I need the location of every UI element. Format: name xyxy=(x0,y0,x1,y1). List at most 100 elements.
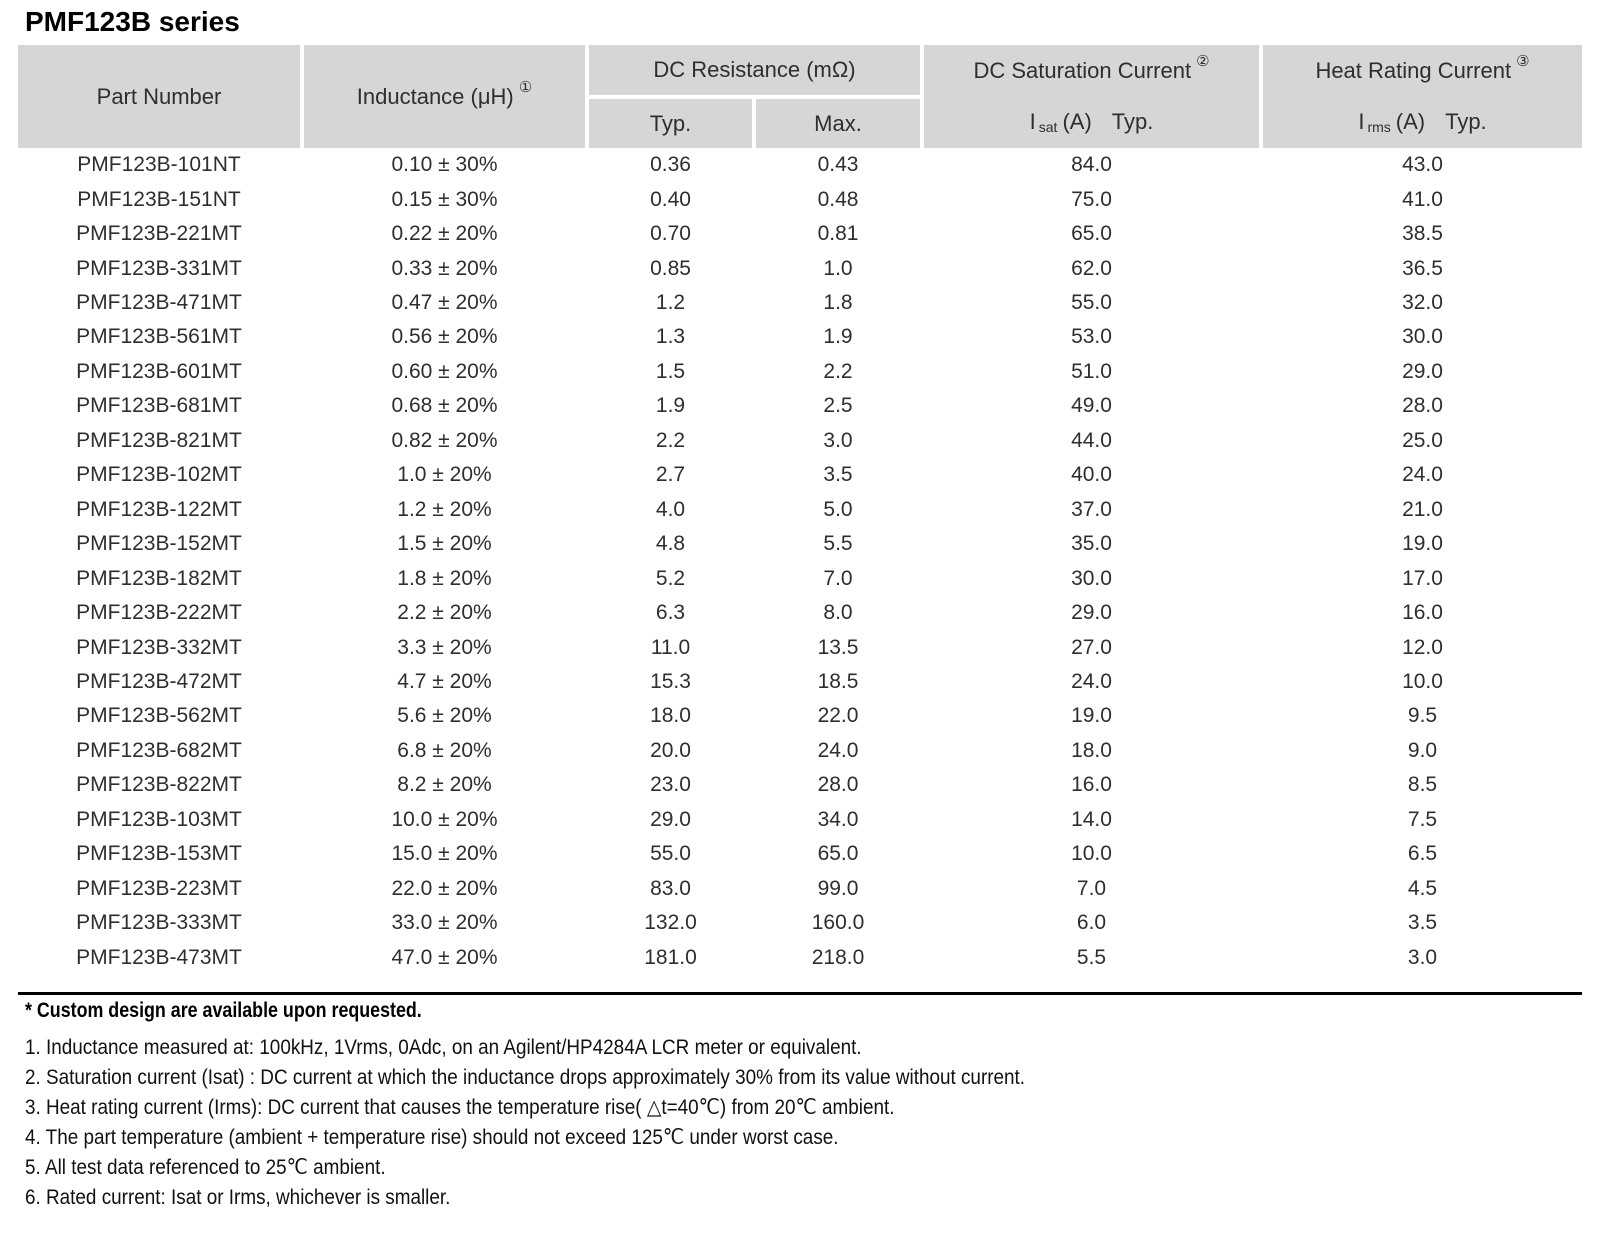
table-row: PMF123B-822MT 8.2 ± 20% 23.0 28.0 16.0 8.5 xyxy=(18,768,1582,802)
header-heat-rating-current: Heat Rating Current ③ I rms (A) Typ. xyxy=(1263,45,1582,148)
table-cell: 9.5 xyxy=(1407,704,1438,728)
header-inductance-label: Inductance (μH) xyxy=(356,83,514,109)
table-cell: 4.7 ± 20% xyxy=(397,670,492,694)
header-part-number-label: Part Number xyxy=(96,83,222,109)
table-cell: 8.0 xyxy=(823,601,853,625)
table-cell: 3.5 xyxy=(823,463,853,487)
table-cell: 5.5 xyxy=(823,532,853,556)
table-cell: 13.5 xyxy=(817,635,859,659)
table-cell: PMF123B-681MT xyxy=(76,394,242,418)
table-cell: 75.0 xyxy=(1071,187,1112,211)
table-cell: 30.0 xyxy=(1402,325,1443,349)
table-cell: 34.0 xyxy=(817,807,859,831)
table-cell: 49.0 xyxy=(1071,394,1112,418)
table-cell: 41.0 xyxy=(1402,187,1443,211)
table-cell: 36.5 xyxy=(1402,256,1443,280)
table-cell: 2.5 xyxy=(823,394,853,418)
table-cell: 18.0 xyxy=(650,704,691,728)
header-dc-resistance-label: DC Resistance (mΩ) xyxy=(653,57,856,82)
table-cell: 1.8 xyxy=(823,291,853,315)
table-cell: 3.3 ± 20% xyxy=(397,635,492,659)
header-heat-rating-title: Heat Rating Current ③ xyxy=(1315,54,1529,84)
table-cell: 10.0 ± 20% xyxy=(391,807,498,831)
table-cell: 55.0 xyxy=(1071,291,1112,315)
header-isat-subtitle: I sat (A) Typ. xyxy=(1030,109,1154,135)
table-cell: 7.0 xyxy=(1076,876,1107,900)
table-cell: 51.0 xyxy=(1071,359,1112,383)
table-cell: 19.0 xyxy=(1402,532,1443,556)
header-dc-resistance-typ: Typ. xyxy=(589,99,752,148)
table-cell: 47.0 ± 20% xyxy=(391,945,498,969)
divider-rule xyxy=(18,991,1582,995)
table-cell: PMF123B-331MT xyxy=(76,256,242,280)
table-cell: 55.0 xyxy=(650,842,691,866)
table-cell: 181.0 xyxy=(644,945,697,969)
table-cell: 0.36 xyxy=(650,153,691,177)
table-row: PMF123B-223MT 22.0 ± 20% 83.0 99.0 7.0 4.5 xyxy=(18,872,1582,906)
table-cell: 28.0 xyxy=(1402,394,1443,418)
table-cell: 29.0 xyxy=(1071,601,1112,625)
footnote-ref-3-icon: ③ xyxy=(1516,53,1530,71)
table-cell: 62.0 xyxy=(1071,256,1112,280)
irms-typ-label: Typ. xyxy=(1445,109,1487,135)
isat-unit: (A) xyxy=(1062,109,1092,135)
table-row: PMF123B-102MT 1.0 ± 20% 2.7 3.5 40.0 24.0 xyxy=(18,458,1582,492)
footnote-ref-2-icon: ② xyxy=(1196,53,1210,71)
header-dc-resistance: DC Resistance (mΩ) xyxy=(589,45,920,95)
table-cell: 40.0 xyxy=(1071,463,1112,487)
table-row: PMF123B-821MT 0.82 ± 20% 2.2 3.0 44.0 25.0 xyxy=(18,424,1582,458)
table-cell: 5.0 xyxy=(823,497,853,521)
table-cell: 1.0 ± 20% xyxy=(397,463,492,487)
table-cell: 5.2 xyxy=(655,566,686,590)
table-cell: 17.0 xyxy=(1402,566,1443,590)
table-row: PMF123B-122MT 1.2 ± 20% 4.0 5.0 37.0 21.0 xyxy=(18,493,1582,527)
table-cell: 18.0 xyxy=(1071,738,1112,762)
header-dc-resistance-max: Max. xyxy=(756,99,920,148)
footnote-5: 5. All test data referenced to 25℃ ambie… xyxy=(25,1155,386,1179)
table-row: PMF123B-151NT 0.15 ± 30% 0.40 0.48 75.0 41.0 xyxy=(18,182,1582,216)
table-row: PMF123B-221MT 0.22 ± 20% 0.70 0.81 65.0 38.5 xyxy=(18,217,1582,251)
table-row: PMF123B-182MT 1.8 ± 20% 5.2 7.0 30.0 17.0 xyxy=(18,561,1582,595)
table-cell: 4.5 xyxy=(1407,876,1438,900)
table-cell: 0.33 ± 20% xyxy=(391,256,498,280)
table-cell: 24.0 xyxy=(817,738,859,762)
table-cell: 9.0 xyxy=(1407,738,1438,762)
table-cell: 99.0 xyxy=(817,876,859,900)
table-cell: 24.0 xyxy=(1071,670,1112,694)
table-cell: 132.0 xyxy=(644,911,697,935)
table-cell: 1.2 xyxy=(655,291,686,315)
table-cell: 6.5 xyxy=(1407,842,1438,866)
table-cell: 22.0 xyxy=(817,704,859,728)
footnote-6: 6. Rated current: Isat or Irms, whicheve… xyxy=(25,1185,451,1209)
table-cell: PMF123B-152MT xyxy=(76,532,242,556)
table-cell: 0.40 xyxy=(650,187,691,211)
table-cell: PMF123B-562MT xyxy=(76,704,242,728)
table-row: PMF123B-333MT 33.0 ± 20% 132.0 160.0 6.0 3.5 xyxy=(18,906,1582,940)
table-cell: 38.5 xyxy=(1402,222,1443,246)
table-cell: 20.0 xyxy=(650,738,691,762)
table-cell: 2.7 xyxy=(655,463,686,487)
table-cell: 8.2 ± 20% xyxy=(397,773,492,797)
isat-typ-label: Typ. xyxy=(1111,109,1154,135)
spec-table: Part Number Inductance (μH) ① DC Resista… xyxy=(18,45,1582,975)
table-cell: 6.0 xyxy=(1076,911,1107,935)
table-cell: 23.0 xyxy=(650,773,691,797)
table-cell: PMF123B-101NT xyxy=(77,153,241,177)
footnote-4: 4. The part temperature (ambient + tempe… xyxy=(25,1125,839,1149)
table-cell: 0.22 ± 20% xyxy=(391,222,498,246)
header-irms-subtitle: I rms (A) Typ. xyxy=(1358,109,1486,135)
table-cell: 27.0 xyxy=(1071,635,1112,659)
table-row: PMF123B-561MT 0.56 ± 20% 1.3 1.9 53.0 30.0 xyxy=(18,320,1582,354)
table-cell: 35.0 xyxy=(1071,532,1112,556)
table-row: PMF123B-152MT 1.5 ± 20% 4.8 5.5 35.0 19.0 xyxy=(18,527,1582,561)
table-header: Part Number Inductance (μH) ① DC Resista… xyxy=(18,45,1582,148)
table-cell: PMF123B-151NT xyxy=(77,187,241,211)
table-cell: 65.0 xyxy=(1071,222,1112,246)
table-cell: 37.0 xyxy=(1071,497,1112,521)
table-cell: 0.60 ± 20% xyxy=(391,359,498,383)
table-cell: 7.0 xyxy=(823,566,853,590)
table-cell: 0.82 ± 20% xyxy=(391,428,498,452)
table-cell: 16.0 xyxy=(1071,773,1112,797)
table-cell: 6.3 xyxy=(655,601,686,625)
header-dc-saturation-label: DC Saturation Current xyxy=(973,57,1192,83)
